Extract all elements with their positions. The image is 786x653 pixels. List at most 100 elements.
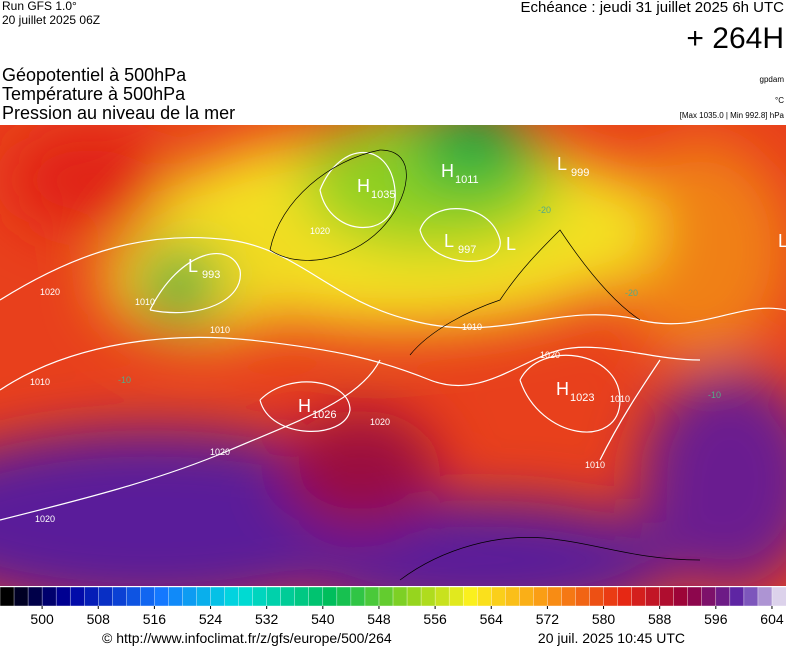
- colorbar-label: 556: [423, 611, 447, 627]
- colorbar-swatch: [336, 586, 352, 607]
- isobar-label: 1020: [540, 350, 560, 360]
- center-letter: H: [357, 176, 370, 196]
- center-letter: L: [444, 231, 454, 251]
- isobar-label: 1020: [210, 447, 230, 457]
- colorbar-swatch: [196, 586, 212, 607]
- colorbar-swatch: [673, 586, 689, 607]
- colorbar-swatch: [406, 586, 422, 607]
- center-value: 997: [458, 244, 476, 256]
- colorbar-swatch: [350, 586, 366, 607]
- lead-time: + 264H: [686, 22, 784, 55]
- temp-label: -10: [708, 390, 721, 400]
- colorbar-swatch: [603, 586, 619, 607]
- colorbar-swatch: [364, 586, 380, 607]
- isobar-label: 1010: [210, 325, 230, 335]
- colorbar-swatch: [448, 586, 464, 607]
- isobar-label: 1010: [135, 297, 155, 307]
- title: Pression au niveau de la mer: [2, 103, 235, 123]
- colorbar-swatch: [659, 586, 675, 607]
- colorbar-swatch: [322, 586, 338, 607]
- colorbar-swatch: [0, 586, 15, 607]
- colorbar-swatch: [434, 586, 450, 607]
- colorbar-swatch: [210, 586, 226, 607]
- colorbar-swatch: [771, 586, 786, 607]
- colorbar-swatch: [491, 586, 506, 607]
- colorbar-swatch: [13, 586, 29, 607]
- colorbar-swatch: [224, 586, 240, 607]
- colorbar-swatch: [392, 586, 408, 607]
- colorbar-swatch: [631, 586, 647, 607]
- colorbar-swatch: [41, 586, 57, 607]
- colorbar-swatch: [757, 586, 773, 607]
- colorbar-swatch: [69, 586, 85, 607]
- colorbar-label: 596: [704, 611, 728, 627]
- colorbar-swatch: [743, 586, 759, 607]
- colorbar-swatch: [126, 586, 142, 607]
- isobar-label: 1020: [40, 287, 60, 297]
- colorbar-swatch: [715, 586, 731, 607]
- colorbar: 500 508 516 524 532 540 548 556 564 572 580 588 596 6…: [0, 586, 786, 627]
- colorbar-swatch: [462, 586, 478, 607]
- colorbar-swatch: [420, 586, 436, 607]
- center-value: 1011: [455, 174, 479, 186]
- colorbar-swatch: [589, 586, 605, 607]
- colorbar-label: 564: [480, 611, 504, 627]
- colorbar-label: 508: [87, 611, 111, 627]
- center-letter: L: [778, 231, 786, 251]
- footer-issued: 20 juil. 2025 10:45 UTC: [538, 630, 685, 646]
- run: Run GFS 1.0°: [2, 0, 77, 13]
- isobar-label: 1010: [30, 377, 50, 387]
- isobar-label: 1010: [462, 322, 482, 332]
- temp-label: -10: [118, 375, 131, 385]
- echeance: Echéance : jeudi 31 juillet 2025 6h UTC: [521, 0, 785, 16]
- colorbar-label: 524: [199, 611, 223, 627]
- colorbar-swatch: [168, 586, 184, 607]
- isobar-label: 1010: [585, 460, 605, 470]
- colorbar-swatch: [280, 586, 296, 607]
- colorbar-label: 540: [311, 611, 335, 627]
- center-value: 1035: [371, 189, 395, 201]
- colorbar-swatch: [575, 586, 591, 607]
- colorbar-label: 516: [143, 611, 167, 627]
- colorbar-swatch: [561, 586, 577, 607]
- colorbar-swatch: [182, 586, 198, 607]
- colorbar-swatch: [519, 586, 535, 607]
- colorbar-swatch: [238, 586, 254, 607]
- unit: [Max 1035.0 | Min 992.8] hPa: [680, 111, 785, 120]
- colorbar-swatch: [308, 586, 324, 607]
- colorbar-swatch: [55, 586, 71, 607]
- colorbar-swatch: [252, 586, 268, 607]
- center-value: 1023: [570, 392, 594, 404]
- colorbar-swatch: [505, 586, 521, 607]
- center-value: 993: [202, 269, 220, 281]
- run-date: 20 juillet 2025 06Z: [2, 13, 100, 27]
- center-value: 1026: [312, 409, 336, 421]
- unit: gpdam: [760, 75, 785, 84]
- colorbar-swatch: [547, 586, 563, 607]
- colorbar-label: 572: [536, 611, 560, 627]
- colorbar-label: 580: [592, 611, 616, 627]
- colorbar-swatch: [98, 586, 113, 607]
- colorbar-label: 532: [255, 611, 279, 627]
- title: Température à 500hPa: [2, 84, 186, 104]
- colorbar-swatch: [687, 586, 703, 607]
- colorbar-label: 588: [648, 611, 672, 627]
- title: Géopotentiel à 500hPa: [2, 65, 187, 85]
- colorbar-swatch: [294, 586, 310, 607]
- colorbar-swatch: [140, 586, 156, 607]
- center-letter: L: [188, 256, 198, 276]
- colorbar-swatch: [477, 586, 492, 607]
- center-letter: L: [506, 234, 516, 254]
- colorbar-label: 548: [367, 611, 391, 627]
- colorbar-label: 500: [30, 611, 54, 627]
- colorbar-swatch: [154, 586, 170, 607]
- colorbar-swatch: [112, 586, 128, 607]
- colorbar-swatch: [84, 586, 99, 607]
- colorbar-swatch: [27, 586, 43, 607]
- center-letter: H: [556, 379, 569, 399]
- isobar-label: 1020: [370, 417, 390, 427]
- isobar-label: 1020: [35, 514, 55, 524]
- colorbar-swatch: [533, 586, 549, 607]
- map: [0, 125, 786, 586]
- colorbar-swatch: [701, 586, 717, 607]
